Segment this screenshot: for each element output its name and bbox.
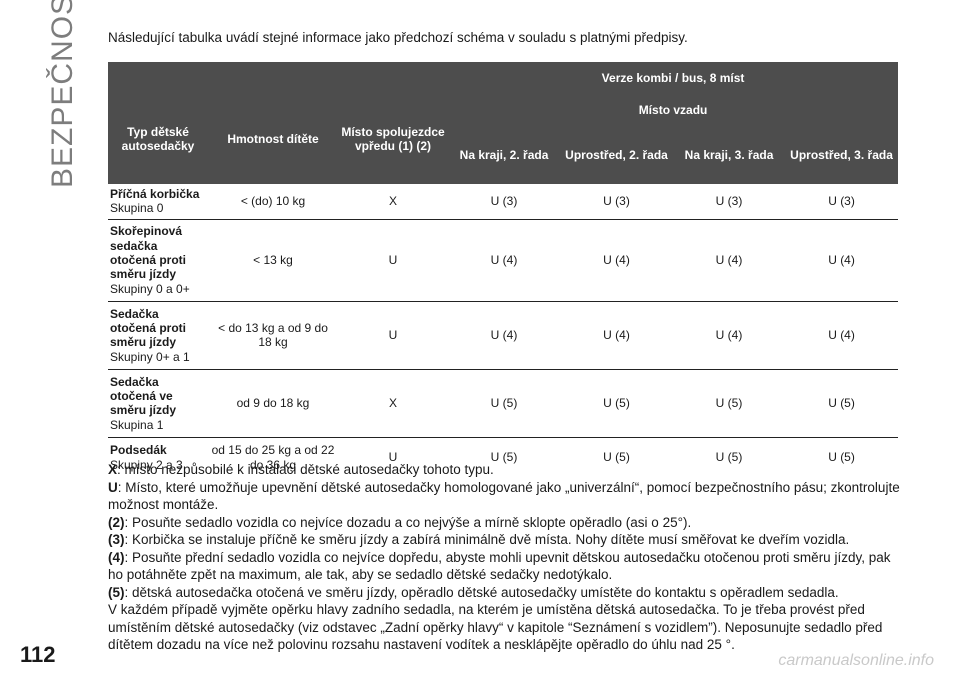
rear-cell: U (4) <box>560 219 674 302</box>
header-rear-seats: Místo vzadu <box>448 94 899 126</box>
note-key: (2) <box>108 514 125 530</box>
notes: X: místo nezpůsobilé k instalaci dětské … <box>108 461 908 654</box>
seat-category: Příčná korbička Skupina 0 <box>108 184 208 220</box>
category-name: Sedačka otočená proti směru jízdy <box>110 306 187 350</box>
note: (3): Korbička se instaluje příčně ke smě… <box>108 531 908 549</box>
rear-cell: U (5) <box>785 369 899 438</box>
table-top-header: Verze kombi / bus, 8 míst <box>448 62 899 94</box>
rear-cell: U (3) <box>673 184 786 220</box>
rear-cell: U (4) <box>560 301 674 370</box>
rear-cell: U (5) <box>490 450 518 465</box>
header-seat-type: Typ dětské autosedačky <box>108 94 208 184</box>
header-front-seat: Místo spolujezdce vpředu (1) (2) <box>338 94 449 184</box>
child-seat-table: Verze kombi / bus, 8 míst Typ dětské aut… <box>108 62 899 477</box>
category-name: Příčná korbička <box>110 187 200 201</box>
note-key: (3) <box>108 532 125 547</box>
header-weight: Hmotnost dítěte <box>208 94 338 184</box>
rear-cell: U (5) <box>603 450 630 465</box>
table-row: Skořepinová sedačka otočená proti směru … <box>108 219 899 302</box>
rear-cell: U (4) <box>785 219 899 302</box>
note-text: : místo nezpůsobilé k instalaci dětské a… <box>117 462 494 477</box>
category-name: Sedačka otočená ve směru jízdy <box>110 374 177 418</box>
page-number: 112 <box>20 642 56 667</box>
seat-category: Skořepinová sedačka otočená proti směru … <box>108 219 208 302</box>
category-name: Skořepinová sedačka otočená proti směru … <box>110 224 187 282</box>
note-text: V každém případě vyjměte opěrku hlavy za… <box>108 602 883 652</box>
seat-category: Sedačka otočená proti směru jízdy Skupiny… <box>108 301 208 370</box>
note-text: : dětská autosedačka otočená ve směru jí… <box>124 584 839 600</box>
front-cell: U <box>338 219 449 302</box>
header-rear-col: Uprostřed, 3. řada <box>785 125 899 184</box>
note-key: (4) <box>108 549 125 565</box>
weight-cell: < do 13 kg a od 9 do 18 kg <box>208 301 338 370</box>
category-group: Skupiny 2 a 3 <box>110 457 183 472</box>
note-text: : Korbička se instaluje příčně ke směru … <box>124 532 850 547</box>
rear-cell: U (3) <box>785 184 899 220</box>
table-row: Příčná korbička Skupina 0 < (do) 10 kg X … <box>108 184 899 220</box>
table-row: Sedačka otočená proti směru jízdy Skupiny… <box>108 301 899 370</box>
weight-cell: < (do) 10 kg <box>208 184 338 220</box>
note-text: : Posuňte přední sedadlo vozidla co nejv… <box>108 549 891 583</box>
rear-cell: U (5) <box>560 369 674 438</box>
table-row: Sedačka otočená ve směru jízdy Skupina 1 … <box>108 369 899 438</box>
rear-cell: U (5) <box>715 450 743 465</box>
watermark: carmanualsonline.info <box>778 652 934 669</box>
rear-cell: U (4) <box>785 301 899 370</box>
header-rear-col: Na kraji, 3. řada <box>673 125 786 184</box>
note-key: U <box>108 479 118 495</box>
note-text: : Místo, které umožňuje upevnění dětské … <box>108 479 900 513</box>
rear-cell: U (4) <box>673 219 786 302</box>
weight-cell: od 15 do 25 kg a od 22 do 36 kg <box>211 443 335 472</box>
table-row: Podsedák Skupiny 2 a 3 od 15 do 25 kg a o… <box>108 437 898 477</box>
intro-text: Následující tabulka uvádí stejné informa… <box>108 30 688 45</box>
rear-cell: U (4) <box>673 301 786 370</box>
header-rear-col: Uprostřed, 2. řada <box>560 125 674 184</box>
category-group: Skupina 0 <box>110 201 164 216</box>
front-cell: U <box>338 301 449 370</box>
front-cell: U <box>388 450 398 465</box>
rear-cell: U (5) <box>448 369 561 438</box>
note-key: X <box>108 462 118 477</box>
seat-category: Sedačka otočená ve směru jízdy Skupina 1 <box>108 369 208 438</box>
category-group: Skupiny 0 a 0+ <box>110 281 190 296</box>
header-rear-col: Na kraji, 2. řada <box>448 125 561 184</box>
rear-cell: U (5) <box>828 450 855 465</box>
note: (4): Posuňte přední sedadlo vozidla co n… <box>108 549 908 584</box>
note: (5): dětská autosedačka otočená ve směru… <box>108 584 908 602</box>
note-text: : Posuňte sedadlo vozidla co nejvíce doz… <box>124 514 692 530</box>
rear-cell: U (3) <box>560 184 674 220</box>
category-group: Skupina 1 <box>110 417 164 432</box>
category-name: Podsedák <box>110 443 167 458</box>
note: (2): Posuňte sedadlo vozidla co nejvíce … <box>108 514 908 532</box>
rear-cell: U (5) <box>673 369 786 438</box>
weight-cell: od 9 do 18 kg <box>208 369 338 438</box>
category-group: Skupiny 0+ a 1 <box>110 349 190 364</box>
weight-cell: < 13 kg <box>208 219 338 302</box>
front-cell: X <box>338 184 449 220</box>
front-cell: X <box>338 369 449 438</box>
note: X: místo nezpůsobilé k instalaci dětské … <box>108 461 908 479</box>
note: V každém případě vyjměte opěrku hlavy za… <box>108 601 908 654</box>
seat-category: Podsedák Skupiny 2 a 3 <box>108 437 208 477</box>
table-top-header-empty <box>108 62 449 94</box>
section-title: BEZPEČNOST <box>46 0 79 188</box>
rear-cell: U (4) <box>448 301 561 370</box>
note-key: (5) <box>108 584 125 600</box>
note: U: Místo, které umožňuje upevnění dětské… <box>108 479 908 514</box>
rear-cell: U (4) <box>448 219 561 302</box>
rear-cell: U (3) <box>448 184 561 220</box>
